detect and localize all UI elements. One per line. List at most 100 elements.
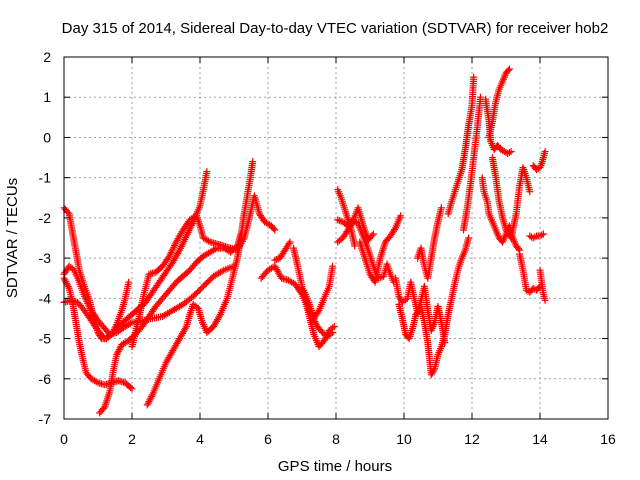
y-axis-label: SDTVAR / TECUs [4,178,21,298]
data-point [286,238,294,246]
y-tick-label: 1 [43,89,51,105]
series-segment [334,204,377,246]
data-point [63,281,71,289]
x-tick-label: 4 [196,431,204,447]
data-point [64,208,72,216]
data-point [329,262,337,270]
data-point [171,242,178,249]
data-point [183,230,191,238]
x-tick-label: 2 [128,431,136,447]
data-point [465,234,473,242]
data-point [61,276,69,284]
data-point [369,230,377,238]
series-segment [143,158,257,409]
data-point [205,237,212,245]
data-point [539,230,547,238]
x-tick-label: 6 [264,431,272,447]
data-point [470,73,478,81]
data-point [273,256,280,263]
data-point [182,234,190,242]
data-point [166,250,174,258]
series-segment [526,230,547,242]
data-point [249,158,257,166]
data-point [541,296,549,304]
data-point [116,344,124,352]
series-segment [417,234,473,379]
gridlines [64,57,608,419]
y-tick-label: 0 [43,129,51,145]
data-point [504,66,512,74]
data-point [396,294,404,302]
data-point [429,368,437,376]
data-point [84,299,92,307]
data-point [285,240,293,248]
data-point [127,384,135,392]
y-tick-label: -6 [39,371,52,387]
series-segment [488,154,534,242]
x-tick-label: 0 [60,431,68,447]
data-point [324,330,331,338]
data-point [128,385,136,393]
data-point [86,303,93,311]
series-segment [290,244,338,351]
y-tick-label: -3 [39,250,52,266]
data-point [125,278,133,286]
data-point [177,243,185,250]
x-tick-label: 10 [396,431,412,447]
data-point [147,394,155,402]
series-segment [485,65,513,141]
data-point [215,312,223,320]
data-point [146,396,154,404]
data-point [81,294,89,302]
data-point [179,239,187,247]
data-point [321,335,329,343]
data-point [428,369,436,377]
data-point [126,320,134,327]
x-tick-label: 8 [332,431,340,447]
data-point [334,216,342,224]
y-tick-label: -2 [39,210,52,226]
data-point [395,292,403,300]
x-tick-label: 14 [532,431,548,447]
data-point [531,233,539,241]
series-segment [300,262,337,322]
data-point [64,283,72,291]
data-point [148,393,156,400]
chart-title: Day 315 of 2014, Sidereal Day-to-day VTE… [62,20,609,37]
data-point [115,346,123,354]
data-point [145,398,153,406]
data-point [397,212,405,220]
series-segment [529,148,549,174]
data-point [114,347,122,355]
x-axis-label: GPS time / hours [278,458,392,475]
data-point [538,231,546,239]
series-segment [536,266,549,304]
x-tick-label: 16 [600,431,616,447]
data-point [113,351,121,359]
data-point [541,148,549,155]
data-point [430,366,438,374]
y-tick-label: -5 [39,331,52,347]
data-point [477,93,484,101]
series-segment [460,93,484,234]
data-point [437,204,445,212]
data-point [203,168,211,176]
data-point [330,323,338,330]
data-point [270,225,278,233]
series-segment [414,204,445,282]
data-point [181,324,189,332]
data-point [322,333,330,341]
y-tick-label: -1 [39,170,52,186]
data-point [505,149,513,156]
data-point [271,226,279,234]
data-point [320,337,328,345]
series-segment [444,73,478,218]
series-segment [395,300,423,343]
data-point [515,245,522,253]
data-point [368,232,376,239]
data-point [351,242,359,250]
series-segment [356,212,405,286]
data-point [414,308,422,316]
series-segment [334,216,398,286]
